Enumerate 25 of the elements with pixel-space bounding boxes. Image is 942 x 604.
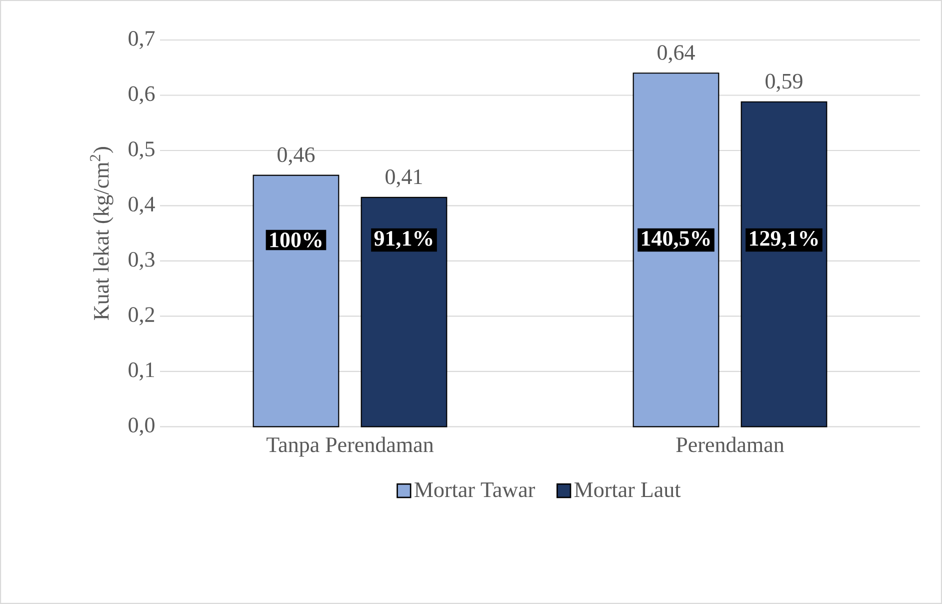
annotation: 140,5% <box>642 230 710 250</box>
bar <box>252 174 340 428</box>
y-tick-label: 0,7 <box>128 30 155 50</box>
data-label: 0,59 <box>766 74 802 92</box>
y-tick-label: 0,3 <box>128 252 154 270</box>
data-label: 0,46 <box>278 147 315 166</box>
y-tick-label: 0,1 <box>128 362 154 380</box>
x-tick-label: Tanpa Perendaman <box>266 436 434 457</box>
y-tick-label: 0,6 <box>128 86 155 104</box>
y-axis-title: Kuat lekat (kg/cm$^{2}$) <box>90 147 114 320</box>
y-tick-label: 0,0 <box>128 418 154 436</box>
data-label: 0,64 <box>658 45 695 64</box>
y-tick-label: 0,2 <box>128 307 154 326</box>
data-label: 0,41 <box>386 169 422 188</box>
annotation: 91,1% <box>374 230 432 250</box>
legend-label: Mortar Laut <box>574 482 681 498</box>
bar <box>740 101 828 428</box>
bar <box>632 72 720 428</box>
y-tick-label: 0,5 <box>128 141 154 160</box>
annotation: 129,1% <box>750 230 818 250</box>
bar <box>360 196 448 428</box>
y-tick-label: 0,4 <box>128 196 155 215</box>
x-tick-label: Perendaman <box>676 436 784 452</box>
annotation: 100% <box>270 232 322 248</box>
legend-label: Mortar Tawar <box>414 482 535 498</box>
